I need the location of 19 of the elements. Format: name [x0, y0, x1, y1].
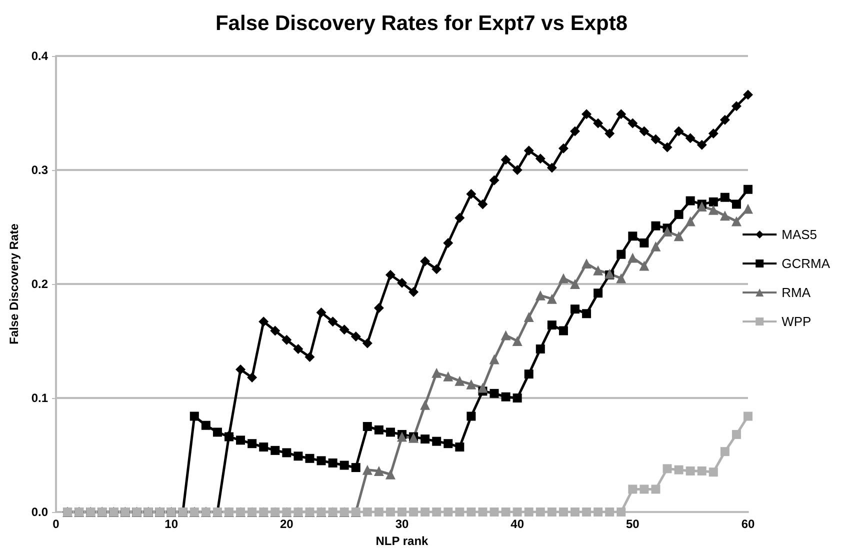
y-tick-label: 0.2 [31, 277, 48, 291]
x-tick-label: 30 [395, 517, 409, 531]
y-tick-label: 0.3 [31, 163, 48, 177]
chart-title: False Discovery Rates for Expt7 vs Expt8 [215, 12, 628, 35]
x-tick-label: 20 [280, 517, 294, 531]
x-tick-label: 10 [164, 517, 178, 531]
x-tick-label: 0 [52, 517, 60, 531]
y-tick-label: 0.4 [31, 49, 48, 63]
y-axis-title: False Discovery Rate [7, 223, 21, 344]
x-axis-title: NLP rank [376, 534, 429, 548]
legend-label: MAS5 [782, 227, 818, 242]
legend-label: RMA [782, 285, 811, 300]
legend-label: WPP [782, 314, 812, 329]
legend-label: GCRMA [782, 256, 830, 271]
y-tick-label: 0.1 [31, 391, 48, 405]
y-tick-label: 0.0 [31, 505, 48, 519]
x-tick-label: 60 [741, 517, 755, 531]
x-tick-label: 40 [510, 517, 524, 531]
x-tick-label: 50 [626, 517, 640, 531]
